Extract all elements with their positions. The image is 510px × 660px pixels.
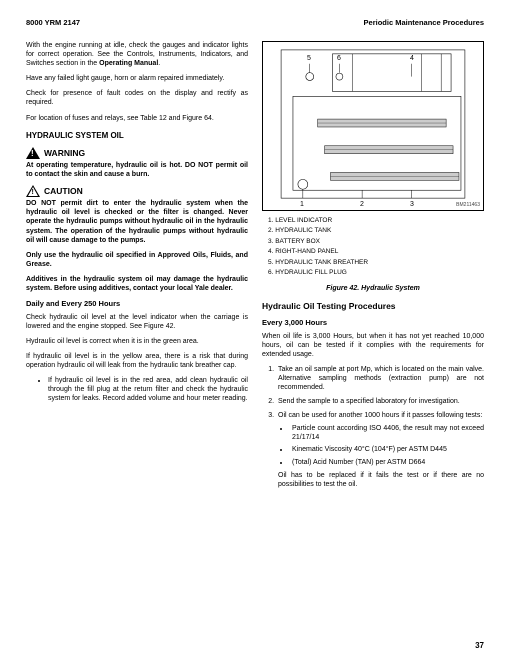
- page: 8000 YRM 2147 Periodic Maintenance Proce…: [0, 0, 510, 660]
- content-columns: With the engine running at idle, check t…: [26, 41, 484, 494]
- heading-hydraulic-system-oil: HYDRAULIC SYSTEM OIL: [26, 131, 248, 141]
- caution-text: DO NOT permit dirt to enter the hydrauli…: [26, 199, 248, 244]
- image-number: BM211463: [456, 202, 480, 209]
- para-oil-life: When oil life is 3,000 Hours, but when i…: [262, 332, 484, 359]
- legend-1: 1. LEVEL INDICATOR: [262, 217, 484, 225]
- para-fuses: For location of fuses and relays, see Ta…: [26, 114, 248, 123]
- callout-4: 4: [410, 54, 414, 63]
- step-2: Send the sample to a specified laborator…: [276, 397, 484, 406]
- oil-replace-note: Oil has to be replaced if it fails the t…: [278, 471, 484, 489]
- testing-steps: Take an oil sample at port Mp, which is …: [262, 365, 484, 489]
- red-area-item: If hydraulic oil level is in the red are…: [48, 376, 248, 403]
- caution-label: CAUTION: [44, 186, 83, 197]
- header-left: 8000 YRM 2147: [26, 18, 80, 27]
- legend-6: 6. HYDRAULIC FILL PLUG: [262, 269, 484, 277]
- step-3: Oil can be used for another 1000 hours i…: [276, 411, 484, 489]
- page-header: 8000 YRM 2147 Periodic Maintenance Proce…: [26, 18, 484, 27]
- test-viscosity: Kinematic Viscosity 40°C (104°F) per AST…: [290, 445, 484, 454]
- test-particle: Particle count according ISO 4406, the r…: [290, 424, 484, 442]
- test-tan: (Total) Acid Number (TAN) per ASTM D664: [290, 458, 484, 467]
- manual-ref: Operating Manual: [99, 60, 158, 67]
- step-1: Take an oil sample at port Mp, which is …: [276, 365, 484, 392]
- para-green-area: Hydraulic oil level is correct when it i…: [26, 337, 248, 346]
- legend-3: 3. BATTERY BOX: [262, 238, 484, 246]
- para-yellow-area: If hydraulic oil level is in the yellow …: [26, 352, 248, 370]
- left-column: With the engine running at idle, check t…: [26, 41, 248, 494]
- callout-3: 3: [410, 200, 414, 209]
- step-3-text: Oil can be used for another 1000 hours i…: [278, 412, 482, 419]
- hydraulic-system-diagram: [263, 42, 483, 210]
- para-check-level: Check hydraulic oil level at the level i…: [26, 313, 248, 331]
- warning-label: WARNING: [44, 148, 85, 159]
- callout-1: 1: [300, 200, 304, 209]
- callout-2: 2: [360, 200, 364, 209]
- heading-daily-250: Daily and Every 250 Hours: [26, 299, 248, 309]
- figure-box: 1 2 3 4 5 6 BM211463: [262, 41, 484, 211]
- warning-icon: [26, 147, 40, 159]
- approved-oils-text: Only use the hydraulic oil specified in …: [26, 251, 248, 269]
- header-right: Periodic Maintenance Procedures: [364, 18, 484, 27]
- page-number: 37: [475, 641, 484, 650]
- caution-row: CAUTION: [26, 185, 248, 197]
- red-area-list: If hydraulic oil level is in the red are…: [26, 376, 248, 403]
- legend-2: 2. HYDRAULIC TANK: [262, 227, 484, 235]
- callout-5: 5: [307, 54, 311, 63]
- legend-5: 5. HYDRAULIC TANK BREATHER: [262, 259, 484, 267]
- para-fault-codes: Check for presence of fault codes on the…: [26, 89, 248, 107]
- caution-icon: [26, 185, 40, 197]
- warning-row: WARNING: [26, 147, 248, 159]
- intro-end: .: [158, 60, 160, 67]
- intro-paragraph: With the engine running at idle, check t…: [26, 41, 248, 68]
- warning-text: At operating temperature, hydraulic oil …: [26, 161, 248, 179]
- right-column: 1 2 3 4 5 6 BM211463 1. LEVEL INDICATOR …: [262, 41, 484, 494]
- tests-list: Particle count according ISO 4406, the r…: [278, 424, 484, 466]
- figure-caption: Figure 42. Hydraulic System: [262, 284, 484, 293]
- callout-6: 6: [337, 54, 341, 63]
- heading-testing-procedures: Hydraulic Oil Testing Procedures: [262, 301, 484, 312]
- heading-every-3000: Every 3,000 Hours: [262, 318, 484, 328]
- legend-4: 4. RIGHT-HAND PANEL: [262, 248, 484, 256]
- para-failed-light: Have any failed light gauge, horn or ala…: [26, 74, 248, 83]
- additives-text: Additives in the hydraulic system oil ma…: [26, 275, 248, 293]
